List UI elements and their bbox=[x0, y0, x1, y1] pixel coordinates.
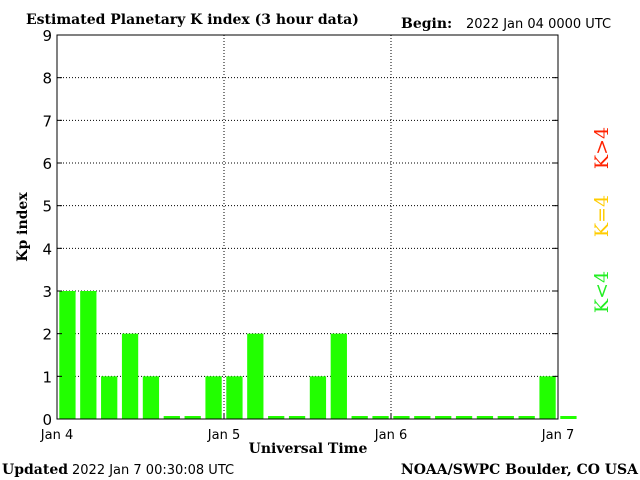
bar bbox=[288, 416, 306, 419]
bar bbox=[330, 333, 347, 419]
y-tick-label: 0 bbox=[42, 411, 52, 429]
bar bbox=[226, 376, 243, 419]
bar bbox=[497, 416, 514, 419]
legend-k-less-4: K<4 bbox=[591, 271, 613, 313]
x-tick-label: Jan 6 bbox=[374, 428, 407, 443]
x-tick-label: Jan 4 bbox=[40, 428, 73, 443]
bar bbox=[101, 376, 118, 419]
y-tick-label: 9 bbox=[42, 27, 52, 45]
axes bbox=[56, 34, 559, 420]
bar bbox=[539, 376, 556, 419]
y-tick-label: 3 bbox=[42, 283, 52, 301]
begin-value: 2022 Jan 04 0000 UTC bbox=[466, 17, 611, 32]
y-tick-label: 6 bbox=[42, 155, 52, 173]
x-tick-label: Jan 5 bbox=[207, 428, 240, 443]
y-tick-label: 2 bbox=[42, 326, 52, 344]
y-axis-label: Kp index bbox=[15, 192, 31, 262]
updated-label: Updated bbox=[2, 462, 68, 478]
y-tick-label: 7 bbox=[42, 112, 52, 130]
bar bbox=[121, 333, 139, 419]
x-tick-label: Jan 7 bbox=[541, 428, 574, 443]
bar bbox=[268, 416, 285, 419]
updated-value: 2022 Jan 7 00:30:08 UTC bbox=[72, 463, 234, 478]
bar bbox=[309, 376, 327, 419]
bar bbox=[560, 416, 577, 419]
bar bbox=[351, 416, 368, 419]
y-tick-labels: 0 1 2 3 4 5 6 7 8 9 bbox=[42, 27, 52, 429]
bar bbox=[80, 291, 97, 419]
y-tick-label: 4 bbox=[42, 240, 52, 258]
begin-label: Begin: bbox=[401, 16, 452, 32]
bar bbox=[184, 416, 201, 419]
bar bbox=[205, 376, 222, 419]
y-tick-label: 8 bbox=[42, 70, 52, 88]
bar bbox=[372, 416, 389, 419]
bar bbox=[455, 416, 473, 419]
bar bbox=[59, 291, 76, 419]
credit: NOAA/SWPC Boulder, CO USA bbox=[401, 462, 639, 478]
y-tick-label: 5 bbox=[42, 198, 52, 216]
plot-frame bbox=[56, 34, 559, 420]
bar bbox=[247, 333, 264, 419]
grid-lines bbox=[57, 35, 558, 419]
bar bbox=[163, 416, 180, 419]
bars bbox=[59, 291, 577, 419]
y-tick-label: 1 bbox=[42, 368, 52, 386]
legend-k-greater-4: K>4 bbox=[591, 127, 613, 169]
x-axis-label: Universal Time bbox=[249, 441, 368, 457]
legend-k-equal-4: K=4 bbox=[591, 195, 613, 237]
bar bbox=[393, 416, 410, 419]
bar bbox=[414, 416, 431, 419]
bar bbox=[518, 416, 535, 419]
x-tick-labels: Jan 4 Jan 5 Jan 6 Jan 7 bbox=[40, 428, 574, 443]
bar bbox=[435, 416, 452, 419]
bar bbox=[476, 416, 494, 419]
bar bbox=[142, 376, 160, 419]
chart-title: Estimated Planetary K index (3 hour data… bbox=[26, 12, 359, 28]
